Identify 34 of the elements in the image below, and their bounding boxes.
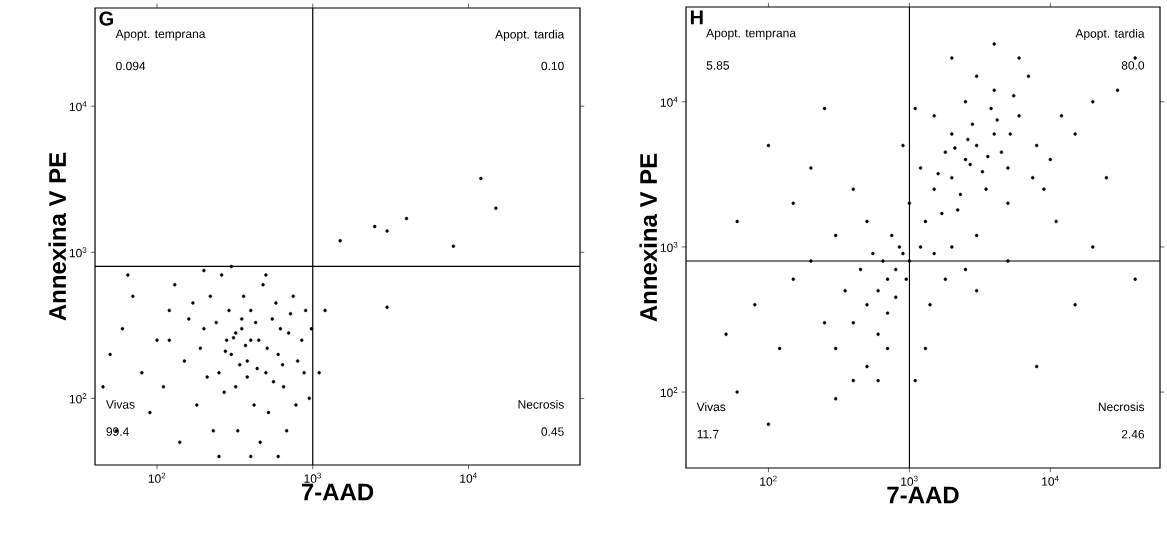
annotation: Apopt. temprana <box>706 28 796 40</box>
x-tick-label: 10$^{4}$ <box>1042 475 1059 486</box>
x-tick-label: 10$^{4}$ <box>460 472 477 483</box>
annotation: 2.46 <box>1121 430 1145 439</box>
annotation: 0.10 <box>541 61 564 71</box>
annotation: Vivas <box>696 402 726 412</box>
annotation: 5.85 <box>706 61 730 70</box>
annotation: 0.45 <box>541 427 564 436</box>
annotation: Apopt. tardia <box>495 29 565 41</box>
y-tick-label: 10$^{3}$ <box>69 247 87 258</box>
x-axis-title: 7-AAD <box>301 483 374 501</box>
annotation: Apopt. tardia <box>1075 28 1145 41</box>
y-tick-label: 10$^{3}$ <box>660 241 678 252</box>
y-tick-label: 10$^{4}$ <box>660 96 678 107</box>
y-axis-title: Annexina V PE <box>639 153 658 322</box>
annotation: Necrosis <box>1098 402 1145 412</box>
annotation: Necrosis <box>518 399 564 409</box>
chart-title: G <box>99 11 113 26</box>
chart-title: H <box>690 10 703 25</box>
y-tick-label: 10$^{2}$ <box>69 393 87 404</box>
x-axis-title: 7-AAD <box>887 486 959 504</box>
annotation: 0.094 <box>116 61 146 71</box>
annotation: 80.0 <box>1121 61 1145 70</box>
annotation: 11.7 <box>697 430 719 439</box>
x-tick-label: 10$^{3}$ <box>901 475 918 486</box>
y-tick-label: 10$^{4}$ <box>69 101 87 112</box>
x-tick-label: 10$^{2}$ <box>148 472 166 483</box>
annotation: 99.4 <box>106 427 129 436</box>
y-tick-label: 10$^{2}$ <box>660 387 678 398</box>
x-tick-label: 10$^{3}$ <box>304 472 322 483</box>
annotation: Vivas <box>105 399 135 409</box>
y-axis-title: Annexina V PE <box>48 152 67 321</box>
annotation: Apopt. temprana <box>115 29 206 41</box>
x-tick-label: 10$^{2}$ <box>760 475 777 486</box>
